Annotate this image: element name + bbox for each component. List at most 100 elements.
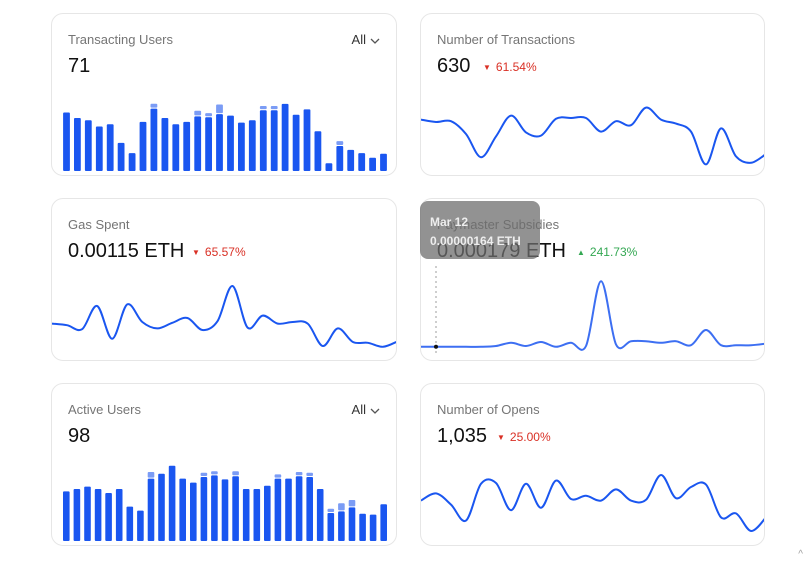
bar xyxy=(232,476,239,541)
line-chart xyxy=(421,266,764,354)
bar xyxy=(281,103,289,171)
bar xyxy=(63,112,70,171)
bar-segment xyxy=(295,472,303,476)
bar xyxy=(270,110,278,171)
hover-point xyxy=(434,344,438,349)
card-value: 0.00115 ETH xyxy=(68,240,185,262)
card-value: 630 xyxy=(437,55,471,77)
bar xyxy=(161,118,169,171)
delta-value: 65.57% xyxy=(204,245,246,259)
bar-segment xyxy=(232,471,239,476)
delta-badge: ▲ 241.73% xyxy=(577,245,637,259)
card-title: Number of Transactions xyxy=(437,32,576,47)
bar xyxy=(105,493,112,541)
card-transacting-users: Transacting Users All 71 xyxy=(51,13,397,176)
bar xyxy=(369,157,376,171)
card-title: Active Users xyxy=(68,402,141,417)
bar xyxy=(73,489,81,541)
bar xyxy=(126,506,134,541)
delta-value: 61.54% xyxy=(495,60,537,74)
bar xyxy=(158,473,165,541)
card-title: Transacting Users xyxy=(68,32,173,47)
delta-badge: ▼ 65.57% xyxy=(192,245,246,259)
bar xyxy=(327,513,335,541)
bar xyxy=(216,114,223,171)
bar xyxy=(314,131,322,171)
card-value: 1,035 xyxy=(437,425,488,447)
chevron-down-icon xyxy=(370,403,380,418)
bar-chart xyxy=(63,465,387,541)
bar xyxy=(168,465,176,541)
bar xyxy=(128,153,136,171)
bar xyxy=(259,110,267,171)
bar xyxy=(242,489,250,541)
filter-label: All xyxy=(351,402,366,417)
bar xyxy=(248,120,256,171)
card-number-of-opens: Number of Opens 1,035 ▼ 25.00% xyxy=(420,383,765,546)
bar xyxy=(253,489,261,541)
bar xyxy=(292,114,300,171)
bar-segment xyxy=(348,500,356,507)
bar xyxy=(303,109,311,171)
bar xyxy=(84,486,91,541)
card-number-of-transactions: Number of Transactions 630 ▼ 61.54% xyxy=(420,13,765,176)
bar-segment xyxy=(200,472,208,476)
trend-up-icon: ▲ xyxy=(577,248,585,257)
line-chart xyxy=(421,106,764,166)
bar xyxy=(347,149,355,171)
bar-chart xyxy=(63,103,387,171)
tooltip-date: Mar 12 xyxy=(430,215,469,229)
bar xyxy=(325,163,333,171)
bar-segment xyxy=(150,103,158,108)
filter-dropdown[interactable]: All xyxy=(352,402,380,418)
card-active-users: Active Users All 98 xyxy=(51,383,397,546)
bar xyxy=(336,146,344,171)
bar-segment xyxy=(274,474,282,478)
bar xyxy=(205,117,212,171)
card-gas-spent: Gas Spent 0.00115 ETH ▼ 65.57% xyxy=(51,198,397,361)
bar xyxy=(238,122,245,171)
bar-segment xyxy=(259,106,267,110)
bar xyxy=(369,514,377,541)
scroll-up-icon[interactable]: ^ xyxy=(798,549,803,560)
bar-segment xyxy=(216,104,223,114)
series-line xyxy=(421,106,764,166)
bar xyxy=(95,126,103,171)
card-title: Gas Spent xyxy=(68,217,130,232)
delta-badge: ▼ 25.00% xyxy=(497,430,551,444)
bar xyxy=(295,476,303,541)
trend-down-icon: ▼ xyxy=(192,248,200,257)
filter-label: All xyxy=(351,32,366,47)
bar xyxy=(74,118,81,171)
bar xyxy=(94,489,102,541)
bar-segment xyxy=(336,141,344,145)
series-line xyxy=(421,280,764,351)
line-chart xyxy=(421,474,764,532)
bar xyxy=(115,489,123,541)
chevron-down-icon xyxy=(370,33,380,48)
bar xyxy=(183,121,191,171)
card-value: 98 xyxy=(68,425,91,447)
bar xyxy=(147,478,155,541)
bar xyxy=(179,478,186,541)
bar-segment xyxy=(270,106,278,110)
delta-badge: ▼ 61.54% xyxy=(483,60,537,74)
bar xyxy=(221,479,229,541)
series-line xyxy=(52,284,396,348)
bar xyxy=(359,513,366,541)
filter-dropdown[interactable]: All xyxy=(352,32,380,48)
card-value: 71 xyxy=(68,55,91,77)
bar xyxy=(150,108,158,171)
bar xyxy=(306,477,313,541)
bar xyxy=(106,124,114,171)
bar xyxy=(380,153,387,171)
bar xyxy=(137,510,144,541)
bar xyxy=(338,511,345,541)
bar xyxy=(316,489,324,541)
bar-segment xyxy=(306,472,313,476)
bar xyxy=(117,142,125,171)
bar xyxy=(84,120,92,171)
bar-segment xyxy=(205,113,212,117)
bar-segment xyxy=(338,503,345,511)
chart-tooltip: Mar 12 0.00000164 ETH xyxy=(420,201,540,259)
